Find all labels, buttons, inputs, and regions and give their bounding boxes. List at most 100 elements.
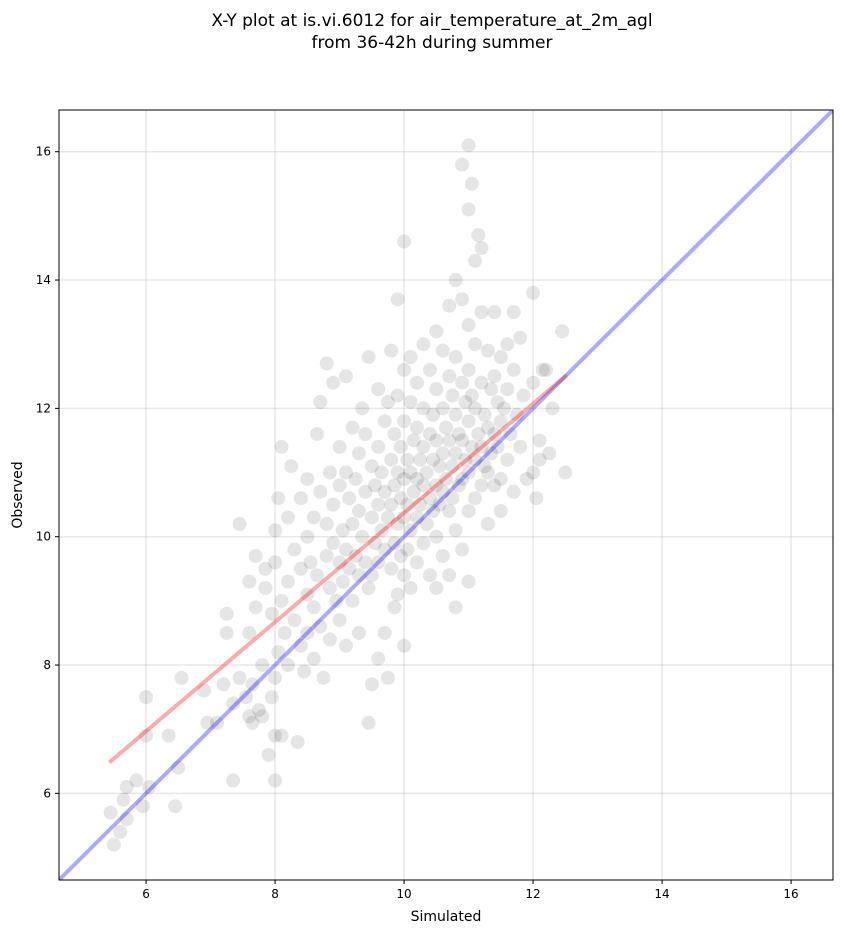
data-point xyxy=(448,350,463,365)
data-point xyxy=(416,401,431,416)
data-point xyxy=(474,240,489,255)
data-point xyxy=(268,773,283,788)
data-point xyxy=(280,658,295,673)
data-point xyxy=(219,625,234,640)
data-point xyxy=(268,670,283,685)
data-point xyxy=(426,407,441,422)
data-point xyxy=(264,606,279,621)
data-point xyxy=(519,471,534,486)
data-point xyxy=(239,690,254,705)
data-point xyxy=(429,382,444,397)
data-point xyxy=(197,683,212,698)
y-axis-label: Observed xyxy=(10,461,26,528)
data-point xyxy=(468,253,483,268)
data-point xyxy=(364,568,379,583)
data-point xyxy=(129,773,144,788)
data-point xyxy=(310,568,324,583)
data-point xyxy=(432,497,447,512)
data-point xyxy=(468,491,483,506)
data-point xyxy=(409,555,424,570)
data-point xyxy=(300,587,315,602)
data-point xyxy=(351,504,366,519)
y-tick-label: 6 xyxy=(43,786,51,800)
data-point xyxy=(393,548,408,563)
data-point xyxy=(387,478,402,493)
data-point xyxy=(506,362,521,377)
x-tick-label: 14 xyxy=(654,887,669,901)
data-point xyxy=(351,446,366,461)
data-point xyxy=(374,465,389,480)
data-point xyxy=(168,799,183,814)
data-point xyxy=(248,548,263,563)
data-point xyxy=(455,471,470,486)
data-point xyxy=(445,388,460,403)
data-point xyxy=(264,690,279,705)
data-point xyxy=(326,375,341,390)
data-point xyxy=(255,658,270,673)
data-point xyxy=(335,574,350,589)
data-point xyxy=(500,337,515,352)
data-point xyxy=(371,555,386,570)
data-point xyxy=(490,394,505,409)
data-point xyxy=(400,542,415,557)
data-point xyxy=(326,536,341,551)
data-point xyxy=(448,523,463,538)
data-point xyxy=(429,433,444,448)
data-point xyxy=(516,388,531,403)
data-point xyxy=(361,350,376,365)
data-point xyxy=(210,715,225,730)
data-point xyxy=(242,574,257,589)
data-point xyxy=(493,350,508,365)
data-point xyxy=(493,471,508,486)
data-point xyxy=(542,446,557,461)
data-point xyxy=(513,439,528,454)
data-point xyxy=(142,779,157,794)
data-point xyxy=(503,427,518,442)
data-point xyxy=(364,677,379,692)
data-point xyxy=(332,555,347,570)
data-point xyxy=(139,728,154,743)
data-point xyxy=(245,715,260,730)
data-point xyxy=(422,568,437,583)
data-point xyxy=(384,561,399,576)
data-point xyxy=(245,677,260,692)
data-point xyxy=(403,523,418,538)
data-point xyxy=(287,613,302,628)
y-tick-label: 16 xyxy=(36,145,51,159)
data-point xyxy=(451,427,466,442)
data-point xyxy=(448,446,463,461)
data-point xyxy=(390,516,405,531)
data-point xyxy=(422,427,437,442)
data-point xyxy=(535,362,550,377)
data-point xyxy=(555,324,570,339)
data-point xyxy=(480,343,495,358)
data-point xyxy=(464,388,479,403)
data-point xyxy=(258,581,273,596)
data-point xyxy=(468,401,483,416)
data-point xyxy=(274,439,289,454)
data-point xyxy=(461,138,476,153)
data-point xyxy=(106,837,121,852)
data-point xyxy=(322,465,337,480)
data-point xyxy=(368,478,383,493)
data-point xyxy=(429,478,444,493)
data-point xyxy=(435,548,450,563)
data-point xyxy=(242,709,257,724)
data-point xyxy=(316,670,331,685)
data-point xyxy=(393,439,408,454)
data-point xyxy=(442,433,457,448)
one-to-one-line xyxy=(59,110,833,880)
data-point xyxy=(355,529,370,544)
x-tick-label: 10 xyxy=(396,887,411,901)
data-point xyxy=(400,452,415,467)
data-point xyxy=(532,452,547,467)
data-point xyxy=(268,555,283,570)
data-point xyxy=(509,407,524,422)
data-point xyxy=(480,516,495,531)
data-point xyxy=(455,433,470,448)
data-point xyxy=(442,369,457,384)
data-point xyxy=(139,690,154,705)
data-point xyxy=(397,471,412,486)
data-point xyxy=(306,651,321,666)
data-point xyxy=(461,414,476,429)
